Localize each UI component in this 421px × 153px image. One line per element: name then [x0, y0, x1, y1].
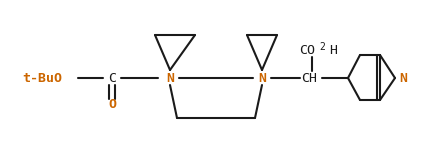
Text: CO: CO — [299, 43, 315, 56]
Text: O: O — [108, 99, 116, 112]
Text: 2: 2 — [319, 42, 325, 52]
Text: CH: CH — [301, 71, 317, 84]
Text: N: N — [166, 71, 174, 84]
Text: H: H — [329, 43, 337, 56]
Text: C: C — [108, 71, 116, 84]
Text: t-BuO: t-BuO — [22, 71, 62, 84]
Text: N: N — [258, 71, 266, 84]
Text: N: N — [399, 71, 407, 84]
